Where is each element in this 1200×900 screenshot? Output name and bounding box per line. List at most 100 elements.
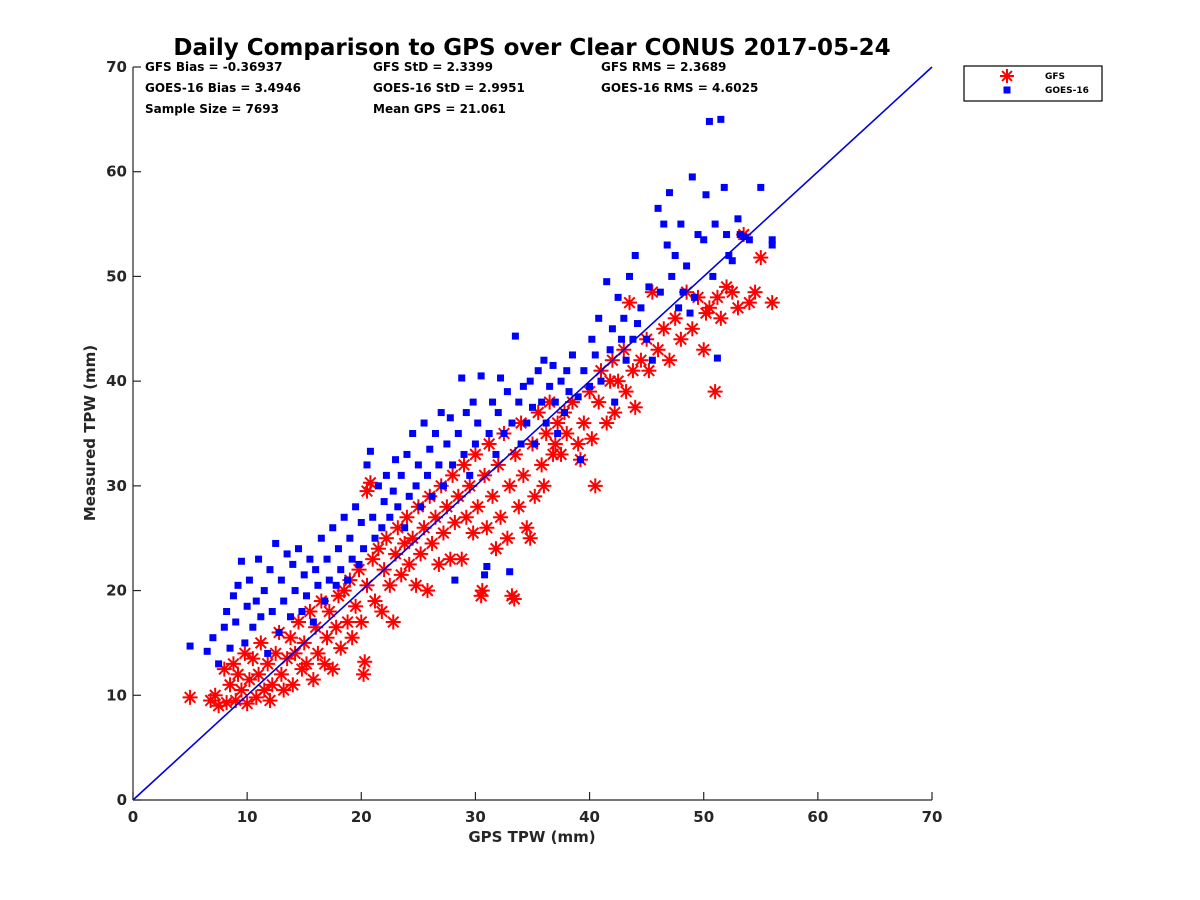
- goes16-point: [451, 576, 459, 584]
- goes16-point: [329, 524, 337, 532]
- goes16-point: [403, 450, 411, 458]
- goes16-point: [352, 503, 360, 511]
- goes16-point: [409, 430, 417, 437]
- goes16-point: [309, 618, 317, 626]
- goes16-point: [557, 377, 565, 385]
- legend-gfs-asterisk: [1000, 69, 1014, 83]
- goes16-point: [332, 581, 340, 589]
- goes16-point: [586, 382, 594, 390]
- goes16-point: [446, 414, 454, 422]
- legend-marker-gfs: [1000, 69, 1014, 83]
- goes16-point: [648, 356, 656, 364]
- goes16-point: [462, 409, 470, 417]
- chart-title: Daily Comparison to GPS over Clear CONUS…: [173, 35, 890, 61]
- gfs-point: [465, 525, 481, 541]
- gfs-point: [435, 525, 451, 541]
- goes16-point: [608, 325, 616, 333]
- legend-label-goes16: GOES-16: [1045, 86, 1089, 96]
- gfs-point: [230, 666, 246, 682]
- goes16-point: [252, 597, 260, 605]
- gfs-point: [222, 677, 238, 693]
- goes16-point: [287, 613, 295, 621]
- goes16-point: [412, 482, 420, 490]
- stat-annotation: GOES-16 RMS = 4.6025: [601, 81, 758, 95]
- x-tick-label: 40: [579, 808, 600, 826]
- goes16-point: [280, 597, 288, 605]
- goes16-point: [591, 351, 599, 359]
- gfs-point: [262, 693, 278, 709]
- gfs-point: [610, 373, 626, 389]
- goes16-point: [660, 220, 668, 228]
- goes16-point: [675, 304, 683, 312]
- x-tick-label: 30: [465, 808, 486, 826]
- gfs-point: [506, 591, 522, 607]
- gfs-point: [365, 551, 381, 567]
- goes16-point: [519, 382, 527, 390]
- gfs-point: [684, 321, 700, 337]
- goes16-point: [439, 482, 447, 490]
- y-tick-label: 50: [106, 267, 127, 285]
- goes16-point: [597, 377, 605, 385]
- goes16-point: [757, 183, 765, 191]
- gfs-point: [399, 509, 415, 525]
- goes16-point: [734, 215, 742, 223]
- gfs-point: [390, 520, 406, 536]
- stat-annotation: GFS RMS = 2.3689: [601, 60, 726, 74]
- gfs-point: [536, 478, 552, 494]
- goes16-point: [420, 419, 428, 427]
- goes16-point: [337, 566, 345, 574]
- goes16-point: [449, 461, 457, 469]
- gfs-point: [287, 645, 303, 661]
- gfs-point: [305, 672, 321, 688]
- gfs-point: [439, 499, 455, 515]
- goes16-point: [531, 440, 539, 448]
- gfs-point: [511, 499, 527, 515]
- goes16-point: [709, 272, 717, 280]
- goes16-point: [523, 419, 531, 427]
- gfs-point: [356, 666, 372, 682]
- gfs-point: [285, 677, 301, 693]
- goes16-point: [563, 367, 571, 375]
- x-axis-title: GPS TPW (mm): [468, 828, 595, 846]
- gfs-point: [474, 583, 490, 599]
- stat-annotation: GFS Bias = -0.36937: [145, 60, 282, 74]
- goes16-point: [671, 251, 679, 259]
- goes16-point: [500, 430, 508, 437]
- gfs-point: [219, 695, 235, 711]
- gfs-point: [656, 321, 672, 337]
- gfs-point: [431, 556, 447, 572]
- gfs-point: [273, 666, 289, 682]
- stat-annotation: GFS StD = 2.3399: [373, 60, 493, 74]
- goes16-point: [223, 608, 231, 616]
- one-to-one-line: [132, 66, 933, 801]
- gfs-point: [488, 541, 504, 557]
- goes16-point: [534, 367, 542, 375]
- gfs-point: [378, 530, 394, 546]
- goes16-point: [549, 361, 557, 369]
- gfs-point: [239, 696, 255, 712]
- gfs-point: [260, 656, 276, 672]
- goes16-point: [334, 545, 342, 553]
- gfs-point: [534, 457, 550, 473]
- goes16-point: [397, 471, 405, 479]
- goes16-point: [637, 304, 645, 312]
- goes16-point: [515, 398, 523, 406]
- goes16-point: [348, 555, 356, 563]
- goes16-point: [275, 628, 283, 636]
- goes16-point: [314, 581, 322, 589]
- goes16-point: [366, 447, 374, 455]
- goes16-point: [503, 388, 511, 396]
- gfs-point: [442, 551, 458, 567]
- goes16-point: [255, 555, 263, 563]
- gfs-point: [576, 415, 592, 431]
- gfs-point: [333, 640, 349, 656]
- goes16-point: [268, 608, 276, 616]
- gfs-point: [550, 415, 566, 431]
- gfs-point: [547, 436, 563, 452]
- goes16-point: [378, 524, 386, 532]
- gfs-point: [302, 604, 318, 620]
- goes16-point: [283, 550, 291, 558]
- goes16-point: [542, 419, 550, 427]
- goes16-point: [481, 571, 489, 579]
- gfs-point: [283, 630, 299, 646]
